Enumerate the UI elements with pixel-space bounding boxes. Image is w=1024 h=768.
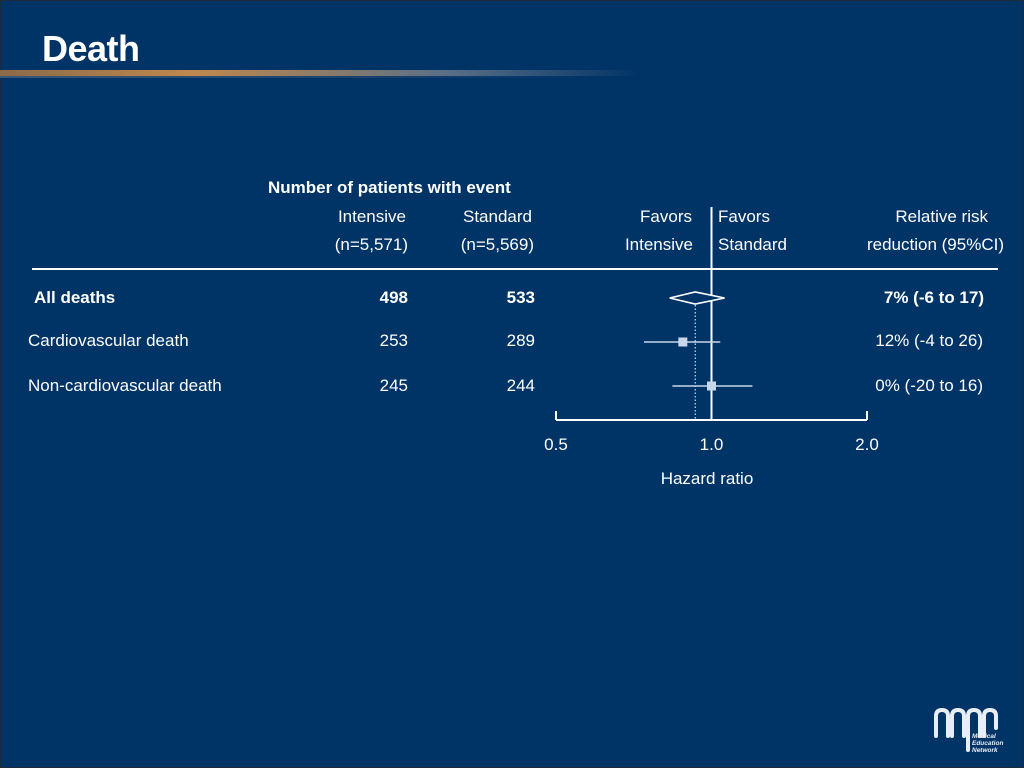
row-rrr-cv-death: 12% (-4 to 26) [875, 331, 983, 350]
x-tick-label-0: 0.5 [544, 435, 568, 454]
favors-intensive-line1: Favors [640, 207, 692, 226]
row-intensive-noncv-death: 245 [379, 376, 408, 395]
header-rule [32, 268, 998, 270]
row-standard-cv-death: 289 [506, 331, 535, 350]
forest-plot: 0.5 1.0 2.0 [544, 207, 879, 454]
row-label-cv-death: Cardiovascular death [28, 331, 189, 350]
medical-education-network-logo: Medical Education Network [934, 707, 1003, 754]
logo-text-3: Network [972, 747, 998, 754]
favors-intensive-line2: Intensive [624, 235, 693, 254]
logo-text-1: Medical [972, 733, 996, 740]
row-label-noncv-death: Non-cardiovascular death [28, 376, 222, 395]
col-intensive-n: (n=5,571) [334, 235, 408, 254]
col-rrr-sub: reduction (95%CI) [866, 235, 1004, 254]
row-intensive-cv-death: 253 [379, 331, 408, 350]
row-label-all-deaths: All deaths [34, 288, 116, 307]
col-standard-label: Standard [463, 207, 532, 226]
logo-text-2: Education [972, 740, 1003, 747]
x-tick-label-2: 2.0 [855, 435, 879, 454]
x-axis-title: Hazard ratio [660, 469, 754, 488]
row-rrr-noncv-death: 0% (-20 to 16) [875, 376, 983, 395]
col-intensive-label: Intensive [337, 207, 406, 226]
group-header: Number of patients with event [268, 178, 511, 197]
estimate-marker-1 [678, 337, 688, 347]
col-standard-n: (n=5,569) [460, 235, 534, 254]
estimate-diamond-0 [669, 291, 725, 305]
estimate-marker-2 [707, 381, 716, 391]
page-title: Death [42, 28, 140, 69]
favors-standard-line1: Favors [718, 207, 770, 226]
title-underline-shadow [0, 76, 600, 78]
favors-standard-line2: Standard [718, 235, 787, 254]
col-rrr-label: Relative risk [895, 207, 988, 226]
row-rrr-all-deaths: 7% (-6 to 17) [883, 288, 984, 307]
x-tick-label-1: 1.0 [700, 435, 724, 454]
row-standard-noncv-death: 244 [506, 376, 535, 395]
row-intensive-all-deaths: 498 [379, 288, 408, 307]
title-underline [0, 70, 640, 76]
row-standard-all-deaths: 533 [506, 288, 535, 307]
